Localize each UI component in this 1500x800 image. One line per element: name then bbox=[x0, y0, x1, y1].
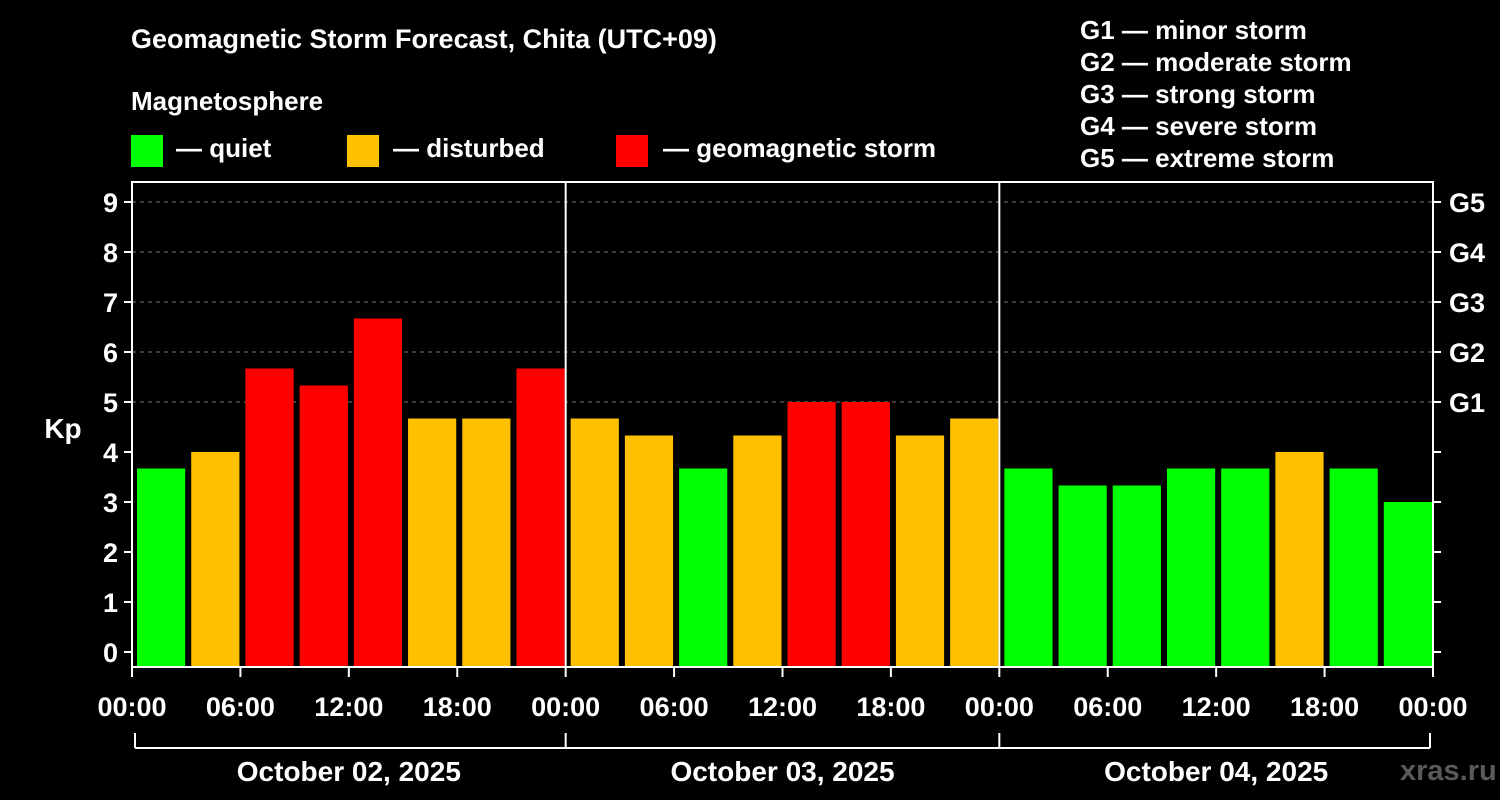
x-tick-label: 00:00 bbox=[965, 692, 1034, 722]
legend-swatch-disturbed bbox=[347, 135, 379, 167]
g-scale-g3: G3 — strong storm bbox=[1080, 79, 1316, 109]
legend-label-quiet: — quiet bbox=[176, 133, 272, 163]
g-scale-g4: G4 — severe storm bbox=[1080, 111, 1318, 141]
kp-bar bbox=[245, 368, 294, 667]
y-tick-label: 7 bbox=[103, 288, 118, 318]
y-tick-label: 5 bbox=[103, 388, 118, 418]
y-tick-label: 1 bbox=[103, 588, 118, 618]
kp-bar bbox=[137, 468, 186, 667]
kp-bar bbox=[516, 368, 565, 667]
kp-bar bbox=[1058, 485, 1107, 667]
kp-bar bbox=[733, 435, 782, 667]
x-tick-label: 12:00 bbox=[748, 692, 817, 722]
g-axis-label: G3 bbox=[1449, 288, 1485, 318]
day-label: October 02, 2025 bbox=[237, 756, 461, 787]
kp-bar bbox=[1329, 468, 1378, 667]
day-label: October 04, 2025 bbox=[1104, 756, 1328, 787]
y-tick-label: 6 bbox=[103, 338, 118, 368]
g-axis-label: G1 bbox=[1449, 388, 1485, 418]
y-tick-label: 2 bbox=[103, 538, 118, 568]
kp-bar bbox=[1004, 468, 1053, 667]
legend-label-storm: — geomagnetic storm bbox=[663, 133, 937, 163]
legend-label-disturbed: — disturbed bbox=[393, 133, 545, 163]
kp-bar bbox=[950, 418, 999, 667]
watermark: xras.ru bbox=[1400, 755, 1497, 787]
x-tick-label: 12:00 bbox=[1182, 692, 1251, 722]
kp-bar bbox=[570, 418, 619, 667]
day-label: October 03, 2025 bbox=[670, 756, 894, 787]
g-axis-label: G4 bbox=[1449, 238, 1485, 268]
y-tick-label: 0 bbox=[103, 638, 118, 668]
kp-bar bbox=[624, 435, 674, 667]
y-tick-label: 8 bbox=[103, 238, 118, 268]
kp-bar bbox=[191, 452, 240, 667]
kp-bar bbox=[408, 418, 457, 667]
g-scale-g1: G1 — minor storm bbox=[1080, 15, 1307, 45]
x-tick-label: 18:00 bbox=[1290, 692, 1359, 722]
legend-swatch-storm bbox=[616, 135, 648, 167]
kp-bar bbox=[299, 385, 348, 667]
kp-bar bbox=[895, 435, 945, 667]
kp-bar bbox=[353, 318, 403, 667]
x-tick-label: 12:00 bbox=[314, 692, 383, 722]
x-tick-label: 06:00 bbox=[206, 692, 275, 722]
g-axis-label: G2 bbox=[1449, 338, 1485, 368]
x-tick-label: 18:00 bbox=[856, 692, 925, 722]
g-axis-label: G5 bbox=[1449, 188, 1485, 218]
kp-bar bbox=[1112, 485, 1161, 667]
x-tick-label: 00:00 bbox=[1398, 692, 1467, 722]
legend-swatch-quiet bbox=[131, 135, 163, 167]
g-scale-g2: G2 — moderate storm bbox=[1080, 47, 1352, 77]
y-tick-label: 4 bbox=[103, 438, 118, 468]
chart-subtitle: Magnetosphere bbox=[131, 86, 324, 116]
kp-bar bbox=[841, 402, 890, 667]
kp-bar bbox=[1275, 452, 1324, 667]
y-axis-label: Kp bbox=[44, 413, 81, 444]
kp-bar bbox=[462, 418, 511, 667]
g-scale-g5: G5 — extreme storm bbox=[1080, 143, 1335, 173]
kp-bar bbox=[1166, 468, 1216, 667]
y-tick-label: 9 bbox=[103, 188, 118, 218]
x-tick-label: 18:00 bbox=[423, 692, 492, 722]
kp-bar bbox=[1221, 468, 1270, 667]
y-tick-label: 3 bbox=[103, 488, 118, 518]
x-tick-label: 00:00 bbox=[531, 692, 600, 722]
x-tick-label: 06:00 bbox=[1073, 692, 1142, 722]
x-tick-label: 06:00 bbox=[640, 692, 709, 722]
kp-bar bbox=[1383, 502, 1432, 667]
kp-bar bbox=[679, 468, 728, 667]
chart-title: Geomagnetic Storm Forecast, Chita (UTC+0… bbox=[131, 24, 717, 54]
kp-bar bbox=[787, 402, 836, 667]
x-tick-label: 00:00 bbox=[97, 692, 166, 722]
